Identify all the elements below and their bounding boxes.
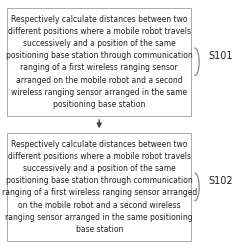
FancyBboxPatch shape — [7, 8, 191, 116]
Text: S102: S102 — [208, 176, 233, 186]
Text: Respectively calculate distances between two
different positions where a mobile : Respectively calculate distances between… — [2, 140, 197, 234]
Text: S101: S101 — [208, 50, 233, 60]
FancyBboxPatch shape — [7, 132, 191, 241]
Text: Respectively calculate distances between two
different positions where a mobile : Respectively calculate distances between… — [6, 15, 193, 109]
